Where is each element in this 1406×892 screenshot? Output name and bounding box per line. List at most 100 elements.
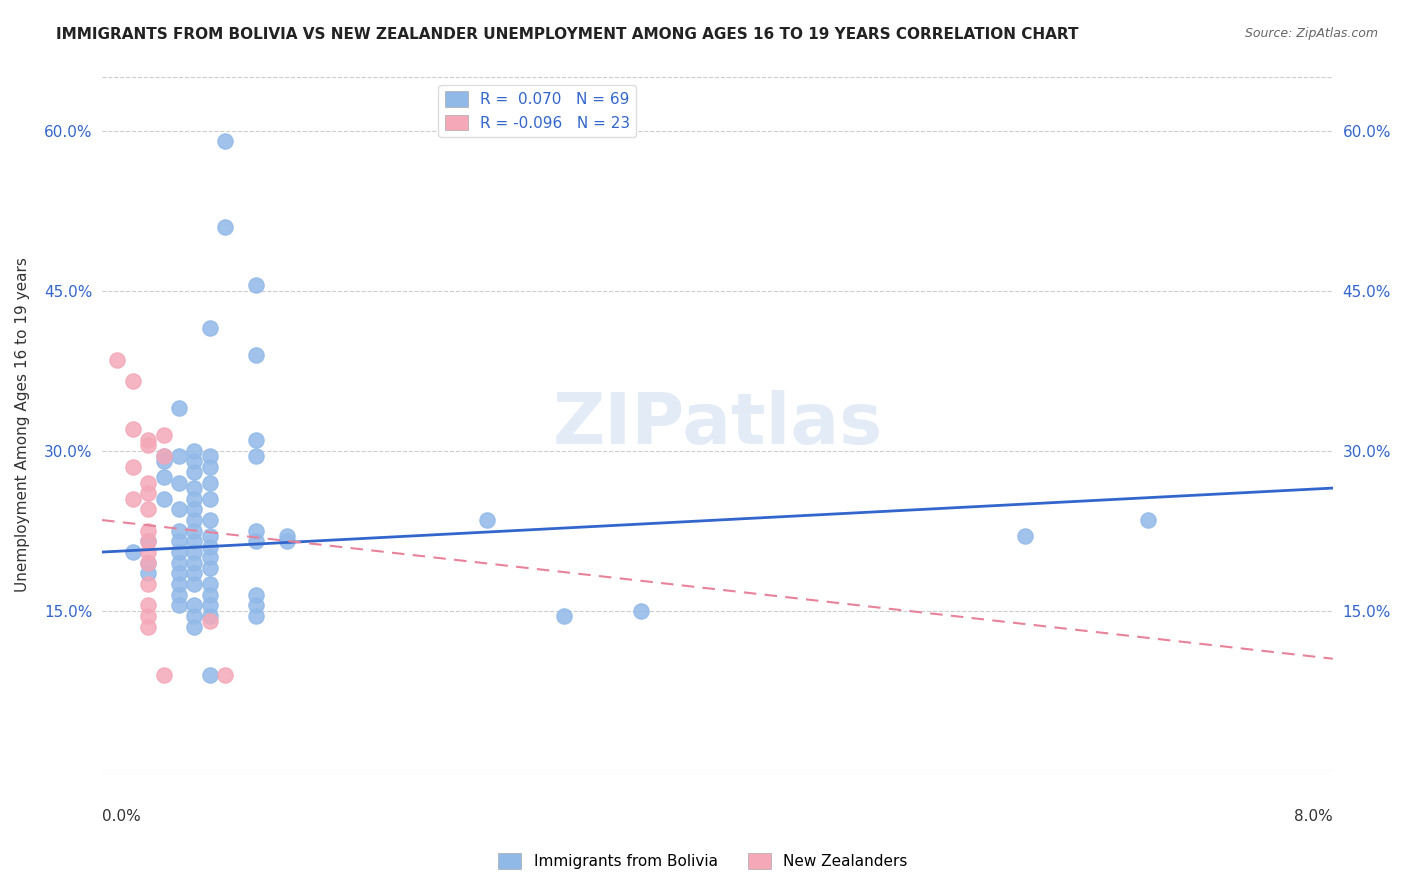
Point (198, 561, 221, 575)
Y-axis label: Unemployment Among Ages 16 to 19 years: Unemployment Among Ages 16 to 19 years (15, 257, 30, 591)
Point (167, 588, 190, 602)
Point (136, 577, 159, 591)
Point (152, 470, 174, 484)
Point (122, 375, 145, 389)
Point (198, 491, 221, 506)
Text: Source: ZipAtlas.com: Source: ZipAtlas.com (1244, 27, 1378, 40)
Point (167, 475, 190, 490)
Point (198, 529, 221, 543)
Point (245, 348, 267, 362)
Point (167, 401, 190, 415)
Point (183, 534, 205, 549)
Point (152, 449, 174, 463)
Point (183, 524, 205, 538)
Point (122, 545, 145, 559)
Point (198, 609, 221, 624)
Point (475, 513, 498, 527)
Text: 0.0%: 0.0% (103, 809, 141, 824)
Legend: R =  0.070   N = 69, R = -0.096   N = 23: R = 0.070 N = 69, R = -0.096 N = 23 (439, 85, 636, 136)
Point (136, 438, 159, 452)
Point (276, 534, 298, 549)
Point (183, 481, 205, 495)
Point (183, 566, 205, 581)
Point (136, 556, 159, 570)
Point (245, 599, 267, 613)
Point (198, 588, 221, 602)
Point (245, 534, 267, 549)
Point (183, 502, 205, 516)
Point (1014, 529, 1036, 543)
Point (198, 540, 221, 554)
Point (198, 321, 221, 335)
Point (630, 604, 652, 618)
Point (136, 433, 159, 447)
Point (183, 599, 205, 613)
Text: 8.0%: 8.0% (1294, 809, 1333, 824)
Point (183, 491, 205, 506)
Point (183, 577, 205, 591)
Point (167, 545, 190, 559)
Point (167, 502, 190, 516)
Point (214, 135, 236, 149)
Point (167, 566, 190, 581)
Point (1137, 513, 1160, 527)
Point (198, 615, 221, 629)
Point (136, 524, 159, 538)
Point (136, 556, 159, 570)
Point (136, 599, 159, 613)
Point (198, 459, 221, 474)
Point (183, 443, 205, 458)
Point (122, 491, 145, 506)
Point (198, 599, 221, 613)
Point (136, 609, 159, 624)
Point (167, 599, 190, 613)
Point (136, 620, 159, 634)
Point (167, 577, 190, 591)
Point (167, 556, 190, 570)
Point (136, 486, 159, 500)
Point (276, 529, 298, 543)
Legend: Immigrants from Bolivia, New Zealanders: Immigrants from Bolivia, New Zealanders (492, 847, 914, 875)
Point (183, 513, 205, 527)
Point (198, 550, 221, 565)
Point (136, 502, 159, 516)
Point (183, 545, 205, 559)
Point (152, 454, 174, 468)
Point (136, 534, 159, 549)
Point (167, 449, 190, 463)
Point (214, 219, 236, 234)
Point (245, 588, 267, 602)
Point (183, 609, 205, 624)
Point (167, 534, 190, 549)
Point (245, 278, 267, 293)
Point (183, 454, 205, 468)
Point (198, 475, 221, 490)
Point (136, 534, 159, 549)
Point (152, 491, 174, 506)
Point (198, 449, 221, 463)
Point (152, 427, 174, 442)
Point (198, 667, 221, 681)
Point (245, 524, 267, 538)
Point (245, 609, 267, 624)
Point (198, 577, 221, 591)
Text: ZIPatlas: ZIPatlas (553, 390, 883, 458)
Point (152, 667, 174, 681)
Point (136, 545, 159, 559)
Point (122, 459, 145, 474)
Point (122, 422, 145, 436)
Point (214, 667, 236, 681)
Point (198, 513, 221, 527)
Text: IMMIGRANTS FROM BOLIVIA VS NEW ZEALANDER UNEMPLOYMENT AMONG AGES 16 TO 19 YEARS : IMMIGRANTS FROM BOLIVIA VS NEW ZEALANDER… (56, 27, 1078, 42)
Point (245, 433, 267, 447)
Point (245, 449, 267, 463)
Point (167, 524, 190, 538)
Point (183, 465, 205, 479)
Point (136, 475, 159, 490)
Point (107, 353, 129, 368)
Point (183, 556, 205, 570)
Point (553, 609, 575, 624)
Point (136, 566, 159, 581)
Point (152, 449, 174, 463)
Point (183, 620, 205, 634)
